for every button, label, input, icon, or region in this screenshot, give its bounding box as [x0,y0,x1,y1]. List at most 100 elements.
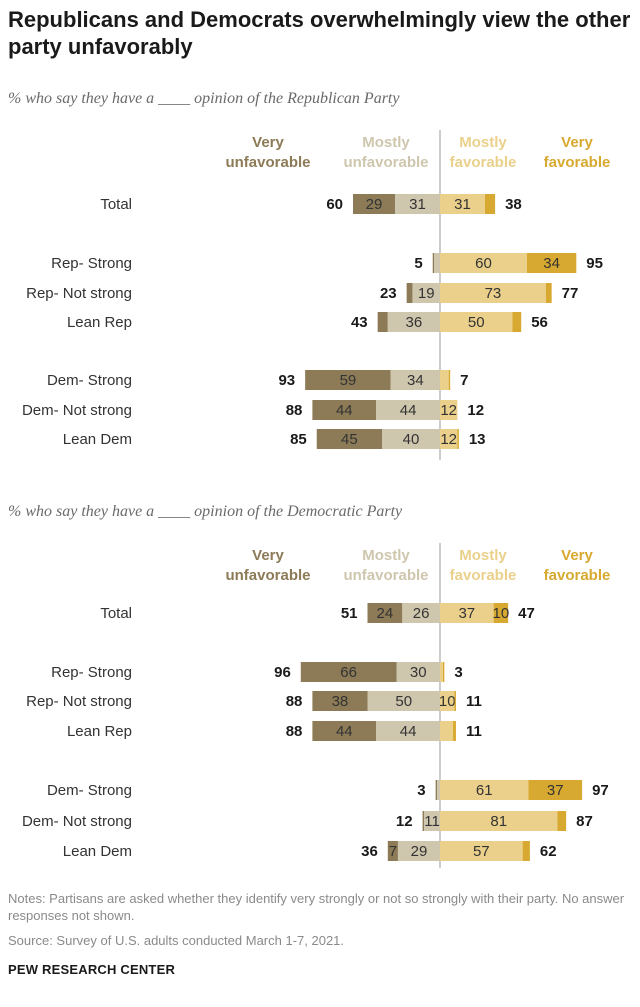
legend-very-unfavorable-line2: unfavorable [225,154,310,171]
segment-value-label: 37 [547,782,564,799]
segment-value-label: 73 [485,285,502,302]
segment-value-label: 44 [400,402,417,419]
net-unfavorable-label: 5 [414,255,422,272]
net-unfavorable-label: 88 [286,693,303,710]
segment-value-label: 44 [336,723,353,740]
bar-segment [387,312,440,332]
legend-very-unfavorable-line2: unfavorable [225,567,310,584]
segment-value-label: 61 [476,782,493,799]
segment-value-label: 50 [468,314,485,331]
row-label: Lean Rep [67,723,132,740]
row-label: Lean Rep [67,314,132,331]
row-label: Total [100,605,132,622]
bar-segment [382,429,440,449]
legend-very-favorable-line2: favorable [544,567,611,584]
bar-segment [440,283,546,303]
bar-segment [545,283,552,303]
segment-value-label: 66 [340,664,357,681]
bar-segment [457,429,459,449]
bar-segment [440,253,527,273]
net-unfavorable-label: 96 [274,664,291,681]
row-label: Dem- Not strong [22,402,132,419]
legend-mostly-favorable-line2: favorable [450,154,517,171]
row-label: Rep- Strong [51,255,132,272]
row-label: Dem- Strong [47,782,132,799]
bar-segment [406,283,413,303]
legend-very-favorable-line2: favorable [544,154,611,171]
bar-segment [440,780,529,800]
net-unfavorable-label: 85 [290,431,307,448]
net-favorable-label: 11 [466,723,482,740]
net-favorable-label: 87 [576,813,593,830]
net-unfavorable-label: 88 [286,402,303,419]
segment-value-label: 7 [389,843,397,860]
bar-segment [484,194,496,214]
net-unfavorable-label: 60 [326,196,343,213]
bar-segment [440,841,523,861]
bar-segment [440,370,449,390]
legend-very-favorable-line1: Very [561,547,593,564]
net-favorable-label: 62 [540,843,557,860]
net-favorable-label: 56 [531,314,548,331]
bar-segment [377,312,388,332]
bar-segment [402,603,440,623]
bar-segment [440,194,485,214]
bar-segment [440,811,558,831]
bar-segment [440,400,458,420]
net-favorable-label: 38 [505,196,522,213]
row-label: Dem- Not strong [22,813,132,830]
row-label: Rep- Not strong [26,693,132,710]
bar-segment [557,811,567,831]
legend-mostly-unfavorable-line1: Mostly [362,134,410,151]
net-unfavorable-label: 23 [380,285,397,302]
bar-segment [367,603,403,623]
source: Source: Survey of U.S. adults conducted … [8,933,345,948]
bar-segment [432,253,435,273]
segment-value-label: 31 [409,196,426,213]
net-favorable-label: 13 [469,431,486,448]
bar-segment [527,253,577,273]
segment-value-label: 31 [454,196,471,213]
bar-segment [312,691,368,711]
bar-segment [522,841,530,861]
bar-segment [440,691,455,711]
segment-value-label: 40 [403,431,420,448]
bar-segment [397,841,440,861]
net-favorable-label: 3 [454,664,462,681]
legend-mostly-favorable-line2: favorable [450,567,517,584]
bar-segment [528,780,583,800]
segment-value-label: 34 [407,372,424,389]
bar-segment [312,400,377,420]
segment-value-label: 30 [410,664,427,681]
segment-value-label: 36 [406,314,423,331]
segment-value-label: 10 [439,693,456,710]
segment-value-label: 44 [336,402,353,419]
net-unfavorable-label: 93 [278,372,295,389]
bar-segment [376,400,440,420]
segment-value-label: 37 [458,605,475,622]
legend-very-unfavorable-line1: Very [252,134,284,151]
row-label: Total [100,196,132,213]
bar-segment [442,662,445,682]
net-unfavorable-label: 43 [351,314,368,331]
net-favorable-label: 77 [562,285,579,302]
segment-value-label: 10 [493,605,510,622]
net-unfavorable-label: 51 [341,605,358,622]
segment-value-label: 12 [440,402,457,419]
bar-segment [440,312,513,332]
diverging-bar-charts: Very unfavorable Mostly unfavorable Mostly fa… [22,130,611,868]
bar-segment [440,662,443,682]
chart-1-subtitle: % who say they have a ____ opinion of th… [8,90,400,107]
net-favorable-label: 7 [460,372,468,389]
net-favorable-label: 47 [518,605,535,622]
segment-value-label: 19 [418,285,435,302]
legend-very-unfavorable-line1: Very [252,547,284,564]
net-unfavorable-label: 88 [286,723,303,740]
bar-segment [435,780,438,800]
brand-logo-text: PEW RESEARCH CENTER [8,962,176,977]
segment-value-label: 29 [411,843,428,860]
segment-value-label: 45 [341,431,358,448]
bar-segment [316,429,382,449]
bar-segment [305,370,391,390]
segment-value-label: 24 [377,605,394,622]
